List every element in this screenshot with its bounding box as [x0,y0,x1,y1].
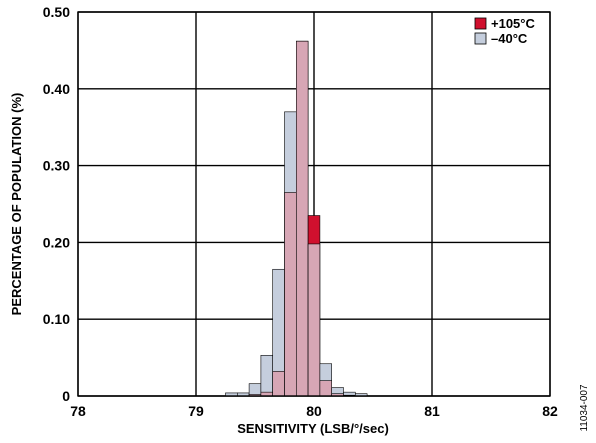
y-tick-label: 0.50 [43,4,70,20]
x-tick-label: 78 [70,403,86,419]
y-tick-label: 0.10 [43,311,70,327]
y-tick-label: 0.20 [43,234,70,250]
x-axis-label: SENSITIVITY (LSB/°/sec) [237,421,389,436]
legend-label-series-1: +105°C [491,16,535,31]
plot-frame [77,11,551,397]
y-tick-label: 0.30 [43,158,70,174]
legend-swatch-series-1 [474,17,487,30]
y-axis-label: PERCENTAGE OF POPULATION (%) [9,93,24,316]
bar-series-2 [248,383,262,397]
x-tick-label: 81 [424,403,440,419]
x-tick-label: 79 [188,403,204,419]
histogram-bars [225,40,368,397]
bar-overlap [307,243,321,397]
x-tick-label: 82 [542,403,558,419]
y-tick-labels: 0 0.10 0.20 0.30 0.40 0.50 [43,4,70,404]
y-tick-label: 0 [62,388,70,404]
figure-id: 11034-007 [579,384,590,432]
bar-series-2 [260,354,273,397]
bar-overlap [272,371,285,397]
bar-overlap [319,380,332,397]
bar-overlap [295,40,309,397]
bar-overlap [284,192,297,397]
legend: +105°C –40°C [474,16,535,46]
legend-label-series-2: –40°C [491,31,528,46]
y-tick-label: 0.40 [43,81,70,97]
legend-swatch-series-2 [474,32,487,45]
x-tick-label: 80 [306,403,322,419]
x-tick-labels: 78 79 80 81 82 [70,403,558,419]
